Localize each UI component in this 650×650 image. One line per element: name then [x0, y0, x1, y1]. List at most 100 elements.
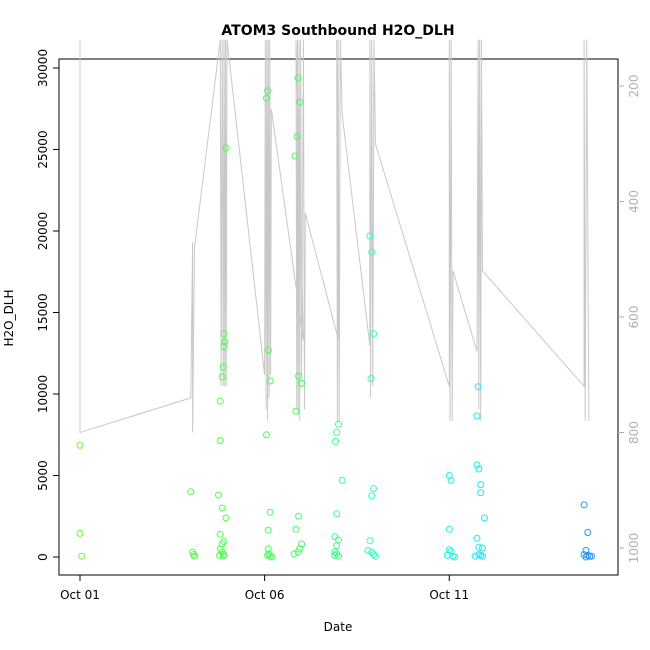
- data-point: [218, 373, 226, 381]
- y-tick-label: 30000: [36, 49, 50, 87]
- data-point: [264, 545, 272, 553]
- data-point: [331, 551, 339, 559]
- data-point: [216, 397, 224, 405]
- y-tick-label: 20000: [36, 212, 50, 250]
- data-point: [296, 98, 304, 106]
- data-point: [331, 548, 339, 556]
- y-axis-label: H2O_DLH: [2, 289, 16, 346]
- data-point: [263, 94, 270, 102]
- data-point: [473, 534, 481, 542]
- data-point: [216, 437, 224, 444]
- y-tick-label: 25000: [36, 130, 50, 168]
- data-point: [479, 552, 486, 560]
- y-axis: 0 5000 10000 15000 20000 25000 30000: [36, 49, 59, 561]
- data-point: [584, 529, 592, 536]
- data-point: [266, 377, 274, 385]
- y-tick-label: 0: [36, 553, 50, 561]
- pressure-trace-line: [79, 39, 590, 434]
- data-point: [295, 372, 303, 380]
- pressure-trace-layer: [79, 39, 590, 434]
- data-point: [294, 548, 302, 556]
- data-point: [220, 330, 228, 338]
- data-point: [216, 551, 224, 559]
- data-point: [367, 375, 375, 382]
- data-point: [580, 501, 588, 509]
- data-point: [293, 133, 301, 140]
- data-point: [333, 428, 341, 436]
- data-point: [331, 533, 339, 541]
- data-point: [479, 544, 486, 552]
- data-point: [445, 525, 453, 533]
- data-point: [586, 552, 594, 560]
- data-point: [475, 465, 483, 473]
- data-point: [294, 74, 302, 82]
- data-point: [370, 330, 378, 338]
- data-point: [370, 485, 378, 492]
- data-point: [335, 552, 342, 560]
- data-point: [477, 489, 485, 497]
- data-point: [477, 481, 485, 488]
- data-point: [295, 512, 303, 520]
- data-point: [263, 431, 270, 439]
- data-point: [445, 472, 453, 479]
- data-point: [216, 530, 224, 538]
- data-point: [268, 553, 276, 561]
- y2-tick-label: 1000: [627, 533, 641, 564]
- data-point: [222, 514, 230, 522]
- data-point: [333, 510, 341, 518]
- data-point: [221, 338, 229, 346]
- data-points-layer: [76, 74, 595, 561]
- data-point: [264, 526, 272, 534]
- data-point: [215, 491, 222, 499]
- data-point: [76, 529, 84, 537]
- data-point: [368, 248, 376, 256]
- y2-axis: 200 400 600 800 1000: [618, 75, 641, 564]
- data-point: [335, 536, 342, 544]
- data-point: [220, 343, 228, 351]
- data-point: [222, 144, 230, 152]
- data-point: [451, 553, 459, 561]
- data-point: [76, 441, 84, 449]
- data-point: [332, 437, 339, 445]
- data-point: [218, 504, 226, 512]
- y2-tick-label: 800: [627, 421, 641, 444]
- data-point: [368, 492, 376, 500]
- data-point: [266, 508, 274, 516]
- data-point: [220, 538, 228, 545]
- data-point: [443, 551, 451, 559]
- data-point: [366, 232, 374, 240]
- x-tick-label: Oct 01: [60, 588, 100, 602]
- data-point: [447, 476, 455, 484]
- data-point: [582, 553, 590, 561]
- data-point: [474, 383, 482, 391]
- data-point: [471, 552, 479, 560]
- data-point: [371, 552, 379, 560]
- y2-tick-label: 400: [627, 190, 641, 213]
- data-point: [473, 461, 481, 469]
- data-point: [219, 552, 227, 560]
- data-point: [187, 488, 195, 496]
- data-point: [335, 420, 342, 428]
- y2-tick-label: 200: [627, 75, 641, 98]
- chart-title: ATOM3 Southbound H2O_DLH: [221, 23, 454, 39]
- data-point: [338, 476, 346, 484]
- data-point: [264, 87, 272, 95]
- x-axis-label: Date: [324, 620, 353, 634]
- data-point: [366, 537, 374, 545]
- x-tick-label: Oct 06: [245, 588, 285, 602]
- y-tick-label: 10000: [36, 375, 50, 413]
- data-point: [364, 547, 372, 554]
- data-point: [473, 412, 481, 420]
- data-point: [480, 514, 488, 522]
- x-axis: Oct 01 Oct 06 Oct 11: [60, 575, 469, 602]
- data-point: [191, 552, 198, 560]
- data-point: [290, 550, 298, 558]
- data-point: [219, 363, 227, 371]
- data-point: [292, 525, 300, 533]
- data-point: [292, 407, 300, 415]
- y-tick-label: 5000: [36, 460, 50, 491]
- y2-tick-label: 600: [627, 306, 641, 329]
- data-point: [291, 152, 299, 160]
- data-point: [78, 552, 86, 560]
- x-tick-label: Oct 11: [429, 588, 469, 602]
